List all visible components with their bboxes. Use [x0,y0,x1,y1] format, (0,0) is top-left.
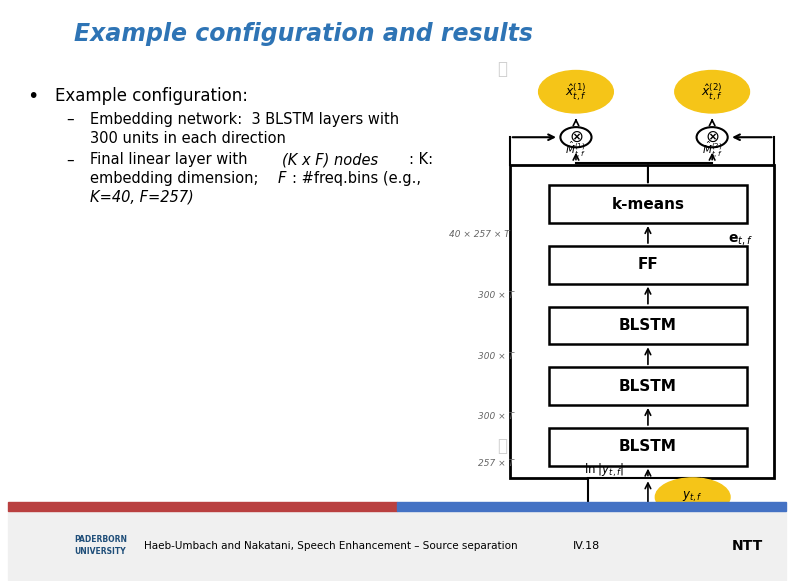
Circle shape [696,127,727,148]
Bar [549,307,747,345]
Text: 300 × T: 300 × T [478,291,514,300]
Text: K=40, F=257): K=40, F=257) [90,190,194,205]
Text: 🔈: 🔈 [497,436,507,454]
Text: 257 × T: 257 × T [478,460,514,468]
Text: $\otimes$: $\otimes$ [705,128,719,146]
Text: 40 × 257 × T: 40 × 257 × T [449,230,510,239]
Text: F: F [277,171,286,186]
Text: PADERBORN
UNIVERSITY: PADERBORN UNIVERSITY [74,535,127,557]
Text: embedding dimension;: embedding dimension; [90,171,263,186]
Text: $\mathbf{e}_{t,f}$: $\mathbf{e}_{t,f}$ [728,234,754,248]
Text: (K x F) nodes: (K x F) nodes [282,152,378,167]
Text: Final linear layer with: Final linear layer with [90,152,252,167]
Bar [8,511,786,579]
Bar [549,185,747,223]
Text: BLSTM: BLSTM [619,318,676,333]
Text: : #freq.bins (e.g.,: : #freq.bins (e.g., [292,171,421,186]
Text: BLSTM: BLSTM [619,439,676,454]
Text: –: – [66,112,74,127]
Text: Embedding network:  3 BLSTM layers with: Embedding network: 3 BLSTM layers with [90,112,399,127]
Text: NTT: NTT [731,539,763,553]
Text: 300 × T: 300 × T [478,352,514,361]
Text: $\mathrm{ln}\;|y_{t,f}|$: $\mathrm{ln}\;|y_{t,f}|$ [584,462,624,479]
Text: $\hat{M}^{(2)}_{t,f}$: $\hat{M}^{(2)}_{t,f}$ [702,139,723,160]
Text: 300 units in each direction: 300 units in each direction [90,131,286,146]
Bar [549,246,747,284]
Text: IV.18: IV.18 [572,541,600,551]
Text: FF: FF [638,257,658,272]
Bar [549,367,747,405]
Text: 🔈: 🔈 [497,60,507,78]
Text: $\hat{M}^{(1)}_{t,f}$: $\hat{M}^{(1)}_{t,f}$ [565,139,587,160]
Text: : K:: : K: [409,152,433,167]
Bar [397,502,786,511]
Bar [8,502,397,511]
Text: k-means: k-means [611,197,684,211]
Circle shape [561,127,592,148]
Ellipse shape [675,70,750,113]
Bar [549,428,747,466]
Text: –: – [66,152,74,167]
Text: 300 × T: 300 × T [478,413,514,421]
Ellipse shape [538,70,613,113]
Text: Example configuration:: Example configuration: [55,87,248,105]
Text: Example configuration and results: Example configuration and results [74,21,533,46]
Text: $\hat{x}^{(1)}_{t,f}$: $\hat{x}^{(1)}_{t,f}$ [565,81,587,102]
Text: $\hat{x}^{(2)}_{t,f}$: $\hat{x}^{(2)}_{t,f}$ [701,81,723,102]
Bar [588,478,700,506]
Text: BLSTM: BLSTM [619,379,676,394]
Text: Haeb-Umbach and Nakatani, Speech Enhancement – Source separation: Haeb-Umbach and Nakatani, Speech Enhance… [144,541,518,551]
Text: $y_{t,f}$: $y_{t,f}$ [682,490,703,504]
Ellipse shape [655,478,730,517]
Text: •: • [27,87,39,106]
Text: $\otimes$: $\otimes$ [569,128,584,146]
Bar [510,165,774,478]
